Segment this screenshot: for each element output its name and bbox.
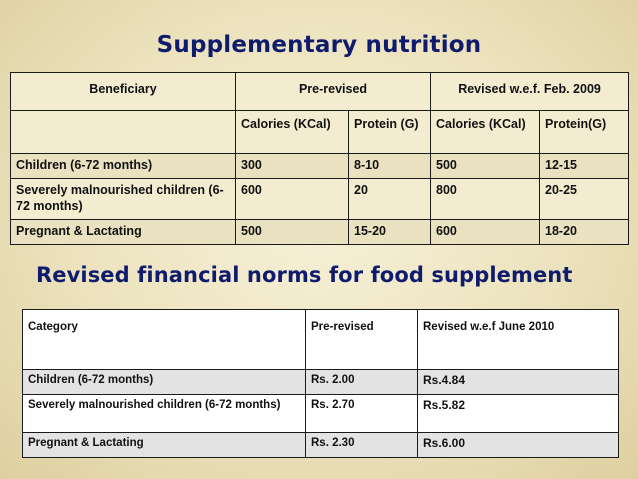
- cell-pre-revised: Rs. 2.00: [305, 369, 418, 395]
- subheader-rev-protein: Protein(G): [539, 110, 630, 154]
- table-subheader-row: Calories (KCal) Protein (G) Calories (KC…: [10, 110, 630, 154]
- header-pre-revised: Pre-revised: [234, 72, 432, 111]
- cell-revised: Rs.5.82: [417, 394, 619, 433]
- header-revised: Revised w.e.f. Feb. 2009: [430, 72, 630, 111]
- cell-rev-protein: 18-20: [539, 219, 630, 245]
- cell-rev-calories: 600: [430, 219, 541, 245]
- slide-title: Supplementary nutrition: [156, 32, 482, 58]
- cell-pre-calories: 600: [235, 178, 349, 220]
- subheader-pre-protein: Protein (G): [347, 110, 432, 154]
- cell-rev-calories: 500: [430, 153, 541, 179]
- header-category: Category: [22, 309, 306, 370]
- cell-revised: Rs.4.84: [417, 369, 619, 395]
- cell-pre-revised: Rs. 2.30: [305, 432, 418, 458]
- header-revised: Revised w.e.f June 2010: [417, 309, 619, 370]
- cell-pre-calories: 300: [235, 153, 349, 179]
- table-row: Children (6-72 months) 300 8-10 500 12-1…: [10, 153, 630, 179]
- cell-rev-protein: 12-15: [539, 153, 630, 179]
- table-row: Severely malnourished children (6-72 mon…: [22, 394, 619, 433]
- table-row: Children (6-72 months) Rs. 2.00 Rs.4.84: [22, 369, 619, 395]
- cell-category: Children (6-72 months): [22, 369, 306, 395]
- supplementary-nutrition-table: Beneficiary Pre-revised Revised w.e.f. F…: [10, 72, 630, 245]
- cell-revised: Rs.6.00: [417, 432, 619, 458]
- subheader-blank: [10, 110, 236, 154]
- cell-beneficiary: Children (6-72 months): [10, 153, 236, 179]
- cell-rev-calories: 800: [430, 178, 541, 220]
- subheader-rev-calories: Calories (KCal): [430, 110, 541, 154]
- cell-pre-protein: 8-10: [347, 153, 432, 179]
- financial-norms-table: Category Pre-revised Revised w.e.f June …: [22, 309, 619, 458]
- header-pre-revised: Pre-revised: [305, 309, 418, 370]
- cell-pre-protein: 20: [347, 178, 432, 220]
- cell-category: Pregnant & Lactating: [22, 432, 306, 458]
- cell-pre-protein: 15-20: [347, 219, 432, 245]
- cell-beneficiary: Pregnant & Lactating: [10, 219, 236, 245]
- table-header-row: Category Pre-revised Revised w.e.f June …: [22, 309, 619, 370]
- table-row: Severely malnourished children (6-72 mon…: [10, 178, 630, 220]
- table-row: Pregnant & Lactating Rs. 2.30 Rs.6.00: [22, 432, 619, 458]
- table-header-row: Beneficiary Pre-revised Revised w.e.f. F…: [10, 72, 630, 111]
- cell-pre-revised: Rs. 2.70: [305, 394, 418, 433]
- header-beneficiary: Beneficiary: [10, 72, 236, 111]
- section-title: Revised financial norms for food supplem…: [36, 263, 573, 287]
- cell-rev-protein: 20-25: [539, 178, 630, 220]
- cell-pre-calories: 500: [235, 219, 349, 245]
- cell-beneficiary: Severely malnourished children (6-72 mon…: [10, 178, 236, 220]
- table-row: Pregnant & Lactating 500 15-20 600 18-20: [10, 219, 630, 245]
- cell-category: Severely malnourished children (6-72 mon…: [22, 394, 306, 433]
- subheader-pre-calories: Calories (KCal): [235, 110, 349, 154]
